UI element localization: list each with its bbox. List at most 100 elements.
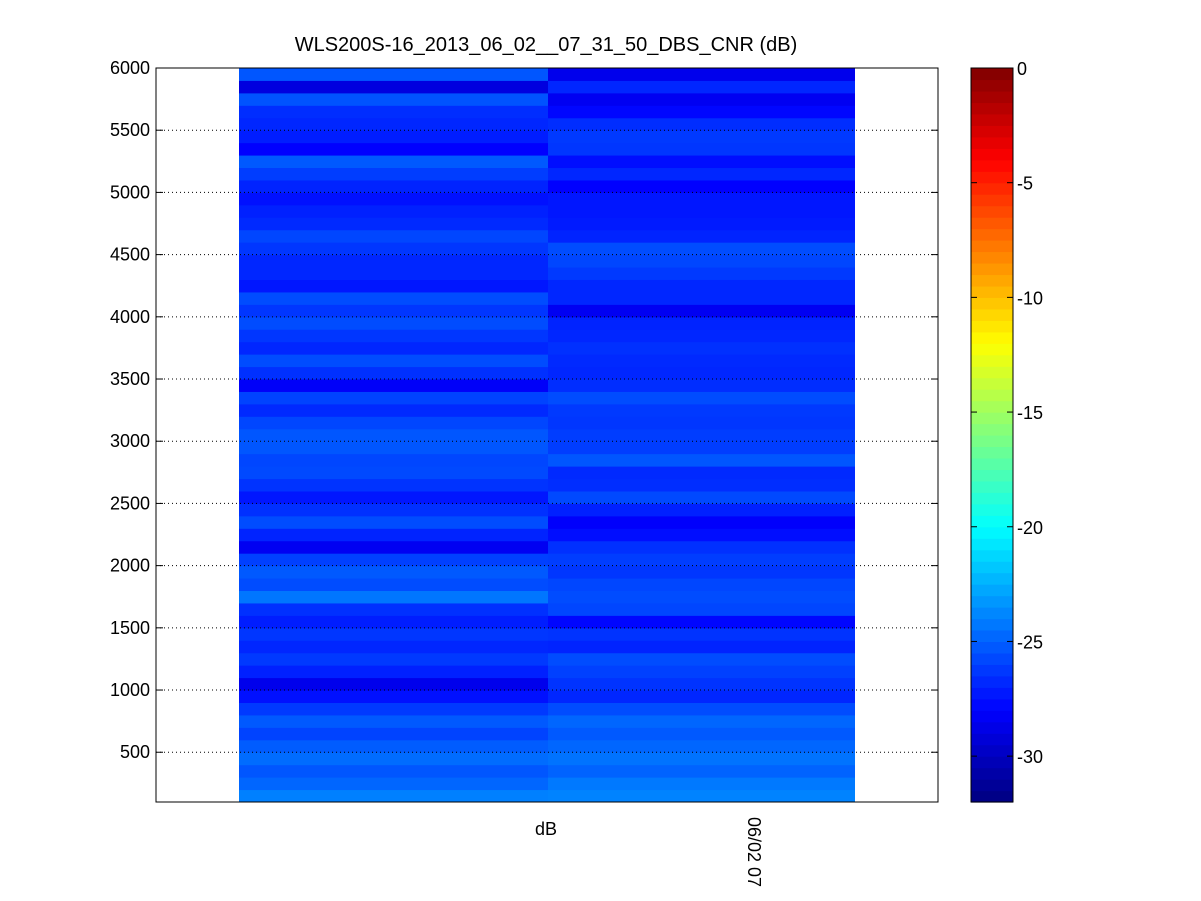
- colorbar-step-15: [971, 618, 1013, 631]
- heatmap-cell-0-51: [239, 155, 548, 169]
- heatmap-cell-1-14: [548, 615, 855, 629]
- heatmap-cell-0-41: [239, 279, 548, 293]
- heatmap-cell-0-11: [239, 652, 548, 666]
- colorbar-step-21: [971, 549, 1013, 562]
- colorbar-step-8: [971, 698, 1013, 711]
- heatmap-cell-1-40: [548, 291, 855, 305]
- heatmap-cell-0-56: [239, 92, 548, 106]
- y-tick-label-5500: 5500: [110, 120, 150, 140]
- colorbar-step-59: [971, 113, 1013, 126]
- heatmap-cell-1-34: [548, 366, 855, 380]
- colorbar-step-22: [971, 538, 1013, 551]
- heatmap-cell-1-46: [548, 217, 855, 231]
- colorbar-step-17: [971, 595, 1013, 608]
- heatmap-cell-1-47: [548, 204, 855, 218]
- colorbar-step-51: [971, 205, 1013, 218]
- colorbar-step-55: [971, 159, 1013, 172]
- heatmap-cell-0-34: [239, 366, 548, 380]
- heatmap-cell-0-22: [239, 515, 548, 529]
- heatmap-cell-1-39: [548, 304, 855, 318]
- heatmap-cell-0-39: [239, 304, 548, 318]
- heatmap-cell-1-7: [548, 702, 855, 716]
- colorbar-step-27: [971, 480, 1013, 493]
- colorbar-step-53: [971, 182, 1013, 195]
- heatmap-cell-1-32: [548, 391, 855, 405]
- heatmap-cell-1-29: [548, 428, 855, 442]
- colorbar-step-29: [971, 457, 1013, 471]
- y-tick-label-500: 500: [120, 742, 150, 762]
- colorbar-ticks: 0 -5 -10 -15 -20 -25 -30: [971, 59, 1043, 767]
- heatmap-cell-1-8: [548, 690, 855, 703]
- heatmap-cell-0-47: [239, 204, 548, 218]
- y-tick-label-5000: 5000: [110, 182, 150, 202]
- heatmap-cell-0-2: [239, 764, 548, 778]
- colorbar-step-58: [971, 125, 1013, 138]
- heatmap-cell-0-13: [239, 627, 548, 641]
- colorbar-step-54: [971, 171, 1013, 184]
- heatmap-cell-0-40: [239, 291, 548, 305]
- heatmap-cell-0-26: [239, 466, 548, 480]
- colorbar-step-60: [971, 102, 1013, 115]
- heatmap-cell-1-44: [548, 242, 855, 256]
- heatmap-cell-0-23: [239, 503, 548, 517]
- colorbar-step-35: [971, 389, 1013, 402]
- colorbar-tick-label--10: -10: [1017, 288, 1043, 308]
- heatmap-cell-1-1: [548, 777, 855, 791]
- heatmap-cell-0-36: [239, 341, 548, 355]
- colorbar-step-47: [971, 251, 1013, 264]
- heatmap-cell-1-42: [548, 267, 855, 280]
- heatmap-cell-1-5: [548, 727, 855, 741]
- heatmap-cell-1-26: [548, 466, 855, 480]
- heatmap-cell-1-37: [548, 329, 855, 343]
- colorbar-step-42: [971, 308, 1013, 321]
- colorbar-step-57: [971, 136, 1013, 149]
- colorbar-step-49: [971, 228, 1013, 241]
- heatmap-cell-0-7: [239, 702, 548, 716]
- heatmap-cell-0-18: [239, 565, 548, 579]
- colorbar-step-10: [971, 675, 1013, 688]
- heatmap-cell-1-28: [548, 441, 855, 455]
- heatmap-cell-1-18: [548, 565, 855, 579]
- heatmap-cell-0-10: [239, 665, 548, 679]
- colorbar-step-26: [971, 492, 1013, 505]
- y-tick-label-2000: 2000: [110, 556, 150, 576]
- heatmap-cell-1-54: [548, 117, 855, 131]
- colorbar-step-32: [971, 423, 1013, 436]
- colorbar-tick-label--25: -25: [1017, 632, 1043, 652]
- heatmap-cell-1-31: [548, 403, 855, 417]
- heatmap-cell-0-31: [239, 403, 548, 417]
- colorbar-step-38: [971, 354, 1013, 367]
- heatmap-cell-0-38: [239, 316, 548, 330]
- heatmap-cell-0-49: [239, 179, 548, 193]
- plot-area: 500 1000 1500 2000 2500 3000 3500 4000 4500 5000 5…: [110, 58, 939, 803]
- heatmap-cell-1-57: [548, 80, 855, 94]
- heatmap-cell-1-11: [548, 652, 855, 666]
- colorbar-step-52: [971, 194, 1013, 207]
- colorbar-gradient: [971, 68, 1013, 803]
- colorbar-step-43: [971, 297, 1013, 310]
- heatmap-cell-1-52: [548, 142, 855, 156]
- heatmap-cell-1-3: [548, 752, 855, 766]
- colorbar-step-46: [971, 262, 1013, 276]
- plot-frame: [155, 67, 939, 803]
- colorbar-step-13: [971, 641, 1013, 654]
- heatmap-cell-1-55: [548, 105, 855, 119]
- colorbar-step-61: [971, 90, 1013, 104]
- heatmap-cells: [239, 68, 855, 803]
- heatmap-cell-0-9: [239, 677, 548, 691]
- y-tick-label-1000: 1000: [110, 680, 150, 700]
- heatmap-cell-0-54: [239, 117, 548, 131]
- heatmap-cell-0-29: [239, 428, 548, 442]
- colorbar-step-6: [971, 721, 1013, 734]
- heatmap-cell-1-53: [548, 130, 855, 144]
- colorbar-tick-label--30: -30: [1017, 747, 1043, 767]
- heatmap-cell-0-55: [239, 105, 548, 119]
- colorbar-step-30: [971, 446, 1013, 459]
- colorbar: 0 -5 -10 -15 -20 -25 -30: [970, 59, 1043, 803]
- heatmap-cell-0-8: [239, 690, 548, 703]
- heatmap-cell-1-25: [548, 478, 855, 492]
- heatmap-cell-0-50: [239, 167, 548, 181]
- y-tick-label-2500: 2500: [110, 493, 150, 513]
- heatmap-cell-1-35: [548, 354, 855, 368]
